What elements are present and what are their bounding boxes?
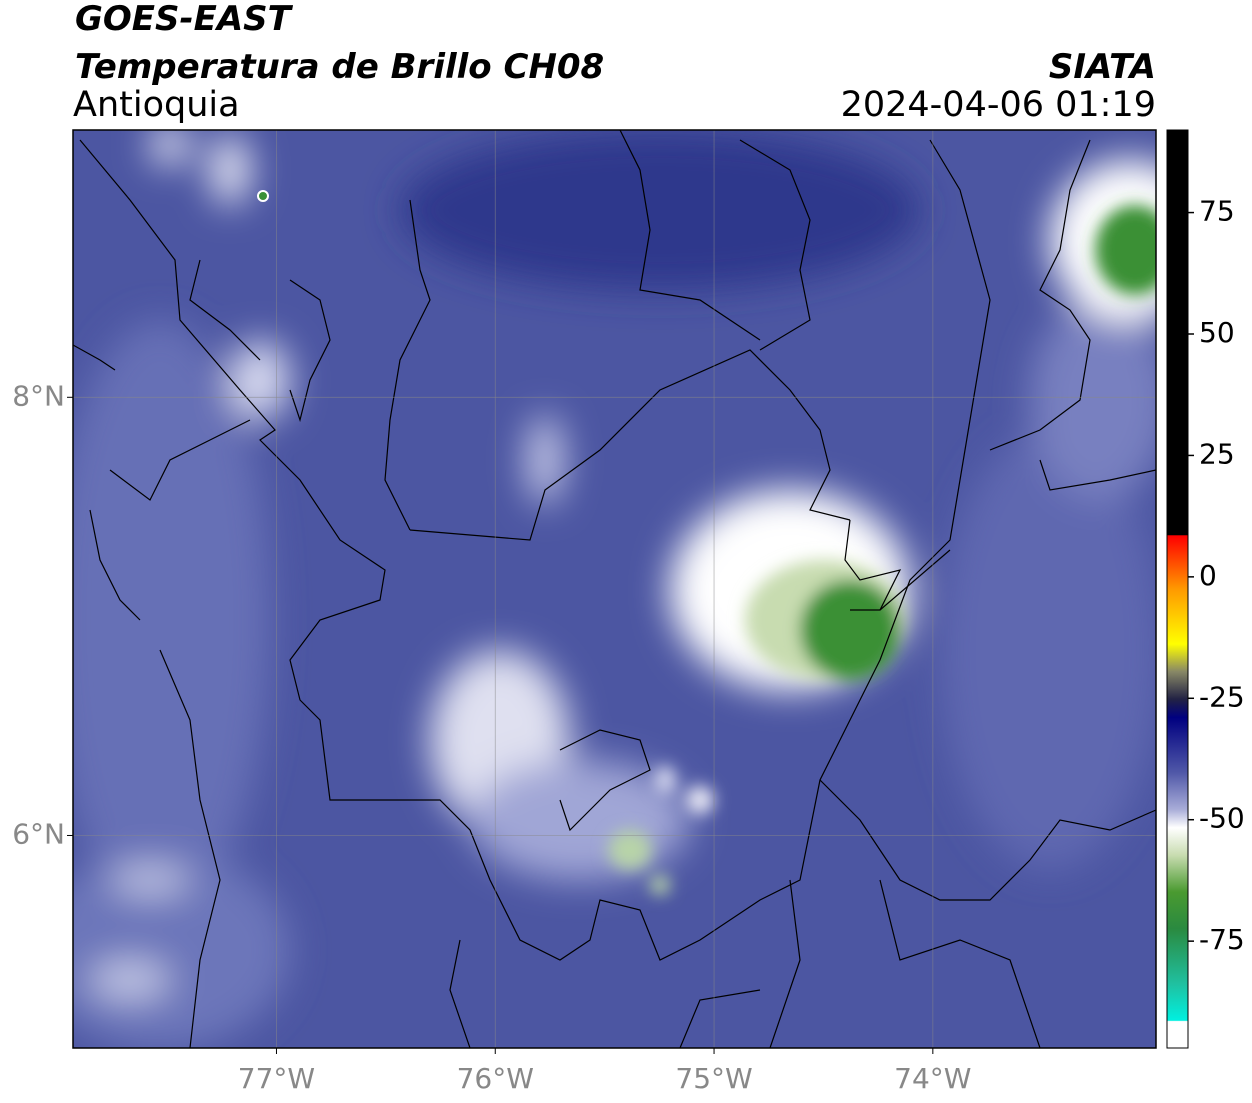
graticule: [73, 130, 1156, 1048]
source-label: SIATA: [1049, 47, 1156, 87]
colorbar-tick-label: -25: [1199, 680, 1245, 713]
cold-tops: [608, 205, 1156, 895]
y-tick-label: 6°N: [12, 817, 65, 850]
colorbar: [1166, 129, 1189, 1049]
colorbar-tick-label: 0: [1199, 559, 1217, 592]
colorbar-tick-label: 25: [1199, 437, 1235, 470]
small-cell: [257, 190, 269, 202]
title-product: Temperatura de Brillo CH08: [75, 47, 604, 87]
x-tick-label: 77°W: [238, 1062, 315, 1095]
x-tick-label: 76°W: [457, 1062, 534, 1095]
datetime-label: 2024-04-06 01:19: [841, 85, 1156, 125]
x-tick-label: 75°W: [675, 1062, 752, 1095]
colorbar-tick-label: -50: [1199, 802, 1245, 835]
colorbar-tick-label: 50: [1199, 316, 1235, 349]
borders: [73, 130, 1156, 1048]
y-tick-label: 8°N: [12, 379, 65, 412]
colorbar-tick-label: 75: [1199, 195, 1235, 228]
x-tick-label: 74°W: [894, 1062, 971, 1095]
title-satellite: GOES-EAST: [75, 0, 294, 39]
colorbar-tick-label: -75: [1199, 923, 1245, 956]
map-frame: [72, 129, 1157, 1049]
region-label: Antioquia: [73, 85, 240, 125]
map-area: [73, 130, 1156, 1048]
